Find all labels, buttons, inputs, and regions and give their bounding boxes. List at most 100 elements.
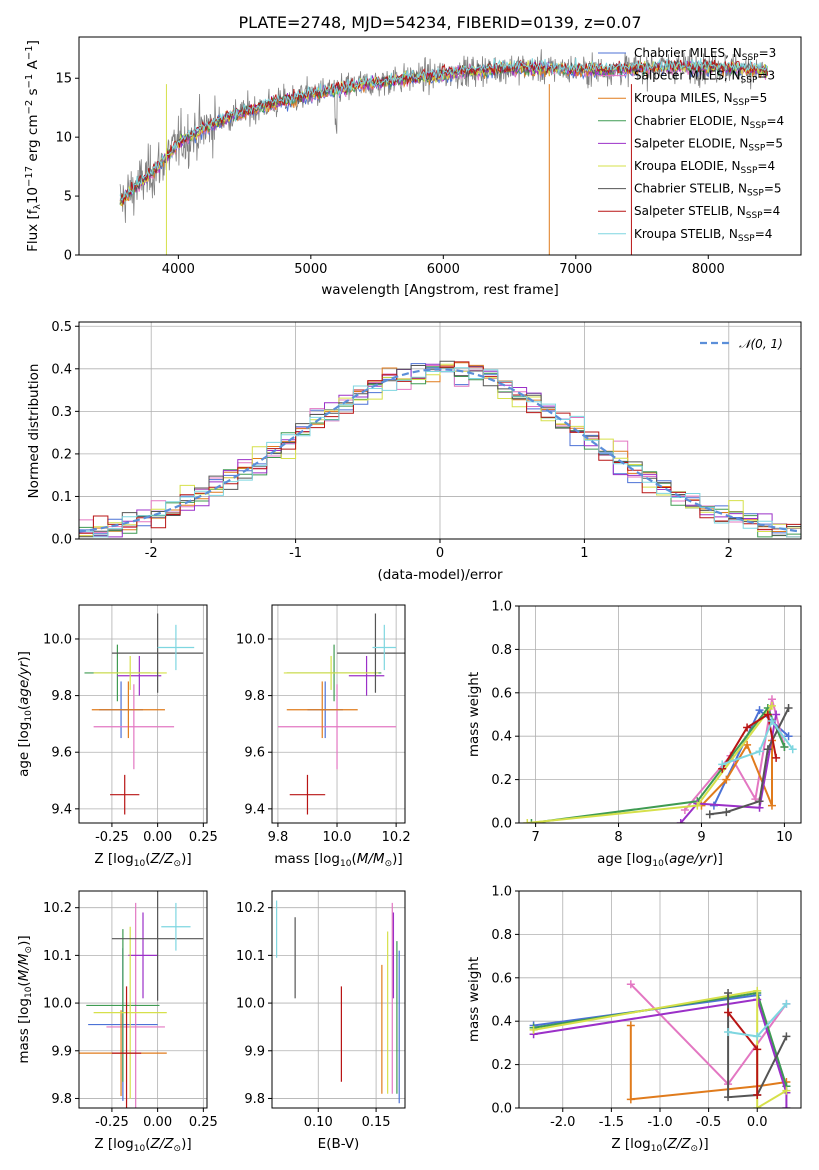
plus-marker <box>782 999 791 1008</box>
plus-marker <box>626 1095 635 1104</box>
plus-marker <box>743 723 752 732</box>
x-tick-label: -1 <box>289 546 302 561</box>
y-tick-label: 0.2 <box>491 1058 512 1073</box>
x-axis-label: age [log10(age/yr)] <box>597 851 723 869</box>
legend-label: Chabrier MILES, NSSP=3 <box>634 46 776 63</box>
x-tick-label: 1 <box>580 546 588 561</box>
plus-marker <box>772 710 781 719</box>
y-tick-label: 10 <box>55 131 72 146</box>
x-tick-label: 10 <box>776 830 793 845</box>
y-tick-label: 10.0 <box>236 997 265 1012</box>
x-tick-label: -0.5 <box>696 1115 721 1130</box>
mass-weight-line <box>727 993 788 1099</box>
plus-marker <box>782 1032 791 1041</box>
y-tick-label: 0.1 <box>51 490 72 505</box>
plus-marker <box>772 753 781 762</box>
plus-marker <box>782 1086 791 1095</box>
y-axis-label: age [log10(age/yr)] <box>16 651 34 777</box>
x-tick-label: 10.0 <box>323 830 352 845</box>
x-tick-label: 7000 <box>559 262 592 277</box>
plus-marker <box>755 706 764 715</box>
y-tick-label: 0.2 <box>491 773 512 788</box>
plus-marker <box>755 747 764 756</box>
x-tick-label: 4000 <box>162 262 195 277</box>
axes-frame <box>78 604 208 824</box>
plus-marker <box>718 760 727 769</box>
mass-vs-ebv-panel-plot-area <box>272 891 405 1108</box>
mass-weight-vs-age-panel: 7 8 9 10 0.0 0.2 0.4 0.6 0.8 1.0 age [log10(age/yr… <box>466 600 802 869</box>
plus-marker <box>784 703 793 712</box>
plus-marker <box>784 732 793 741</box>
residual-panel: -2 -1 0 1 2 0.0 0.1 0.2 0.3 0.4 0.5 𝒩(0, 1) (data-mo… <box>26 320 802 583</box>
plus-marker <box>753 1104 762 1108</box>
plus-marker <box>753 1032 762 1041</box>
y-tick-label: 5 <box>64 190 72 205</box>
x-axis-label: Z [log10(Z/Z⊙)] <box>611 1136 708 1154</box>
residual-panel-plot-area <box>79 322 801 539</box>
x-tick-label: 8000 <box>692 262 725 277</box>
y-tick-label: 0.0 <box>491 817 512 832</box>
axes-frame <box>271 604 406 824</box>
x-tick-label: -1.0 <box>647 1115 672 1130</box>
legend-label: Salpeter MILES, NSSP=3 <box>634 69 775 86</box>
x-tick-label: 0.15 <box>362 1115 391 1130</box>
plus-marker <box>780 743 789 752</box>
axes-frame <box>78 36 802 256</box>
plus-marker <box>724 1028 733 1037</box>
y-tick-label: 9.6 <box>51 746 72 761</box>
y-tick-label: 10.2 <box>236 901 265 916</box>
y-tick-label: 9.4 <box>244 802 265 817</box>
x-tick-label: 0.0 <box>747 1115 768 1130</box>
y-tick-label: 0.5 <box>51 320 72 335</box>
y-tick-label: 0.4 <box>491 730 512 745</box>
x-tick-label: 0 <box>436 546 444 561</box>
x-axis-label: (data-model)/error <box>377 567 503 583</box>
plus-marker <box>767 717 776 726</box>
legend-label: Chabrier ELODIE, NSSP=4 <box>634 114 784 131</box>
axes-frame <box>78 321 802 540</box>
plus-marker <box>763 710 772 719</box>
x-axis-label: Z [log10(Z/Z⊙)] <box>94 851 191 869</box>
mass-weight-vs-age-panel-plot-area <box>519 606 801 823</box>
plus-marker <box>724 1093 733 1102</box>
plus-marker <box>626 980 635 989</box>
y-tick-label: 0.6 <box>491 971 512 986</box>
x-tick-label: 10.2 <box>382 830 411 845</box>
mass-vs-Z-panel-plot-area <box>79 891 207 1108</box>
y-axis-label: Flux [fλ10−17 erg cm−2 s−1 A−1] <box>24 40 43 252</box>
plus-marker <box>753 1090 762 1099</box>
plus-marker <box>676 819 685 823</box>
spectrum-panel-plot-area <box>119 49 769 255</box>
y-tick-label: 0.4 <box>51 362 72 377</box>
plus-marker <box>693 801 702 810</box>
plus-marker <box>767 801 776 810</box>
x-tick-label: 0.25 <box>189 1115 218 1130</box>
x-tick-label: -1.5 <box>599 1115 624 1130</box>
y-axis-label: mass weight <box>466 957 482 1042</box>
plus-marker <box>763 745 772 754</box>
legend-label: 𝒩(0, 1) <box>739 337 783 351</box>
y-tick-label: 0 <box>64 249 72 264</box>
plus-marker <box>782 1104 791 1108</box>
x-tick-label: -0.25 <box>95 1115 129 1130</box>
axes-frame <box>518 605 802 824</box>
x-tick-label: 9.8 <box>268 830 289 845</box>
legend-label: Kroupa ELODIE, NSSP=4 <box>634 159 775 176</box>
y-tick-label: 0.4 <box>491 1015 512 1030</box>
y-axis-label: Normed distribution <box>26 364 42 499</box>
plus-marker <box>705 810 714 819</box>
x-axis-label: mass [log10(M/M⊙)] <box>274 851 402 869</box>
mass-weight-line <box>629 1025 787 1101</box>
legend-label: Salpeter ELODIE, NSSP=5 <box>634 136 783 153</box>
axes-frame <box>518 890 802 1109</box>
mass-weight-vs-Z-panel: -2.0 -1.5 -1.0 -0.5 0.0 0.0 0.2 0.4 0.6 0.8 1.0 Z [… <box>466 885 802 1154</box>
plus-marker <box>788 745 797 754</box>
y-axis-label: mass [log10(M/M⊙)] <box>16 935 34 1063</box>
x-tick-label: 8 <box>614 830 622 845</box>
normal-reference-curve <box>79 368 801 533</box>
plus-marker <box>755 797 764 806</box>
x-tick-label: 0.25 <box>189 830 218 845</box>
mass-weight-vs-Z-panel-plot-area <box>519 891 801 1108</box>
mass-vs-ebv-panel: 0.10 0.15 9.8 9.9 10.0 10.1 10.2 E(B-V) <box>236 890 406 1152</box>
plus-marker <box>767 701 776 710</box>
